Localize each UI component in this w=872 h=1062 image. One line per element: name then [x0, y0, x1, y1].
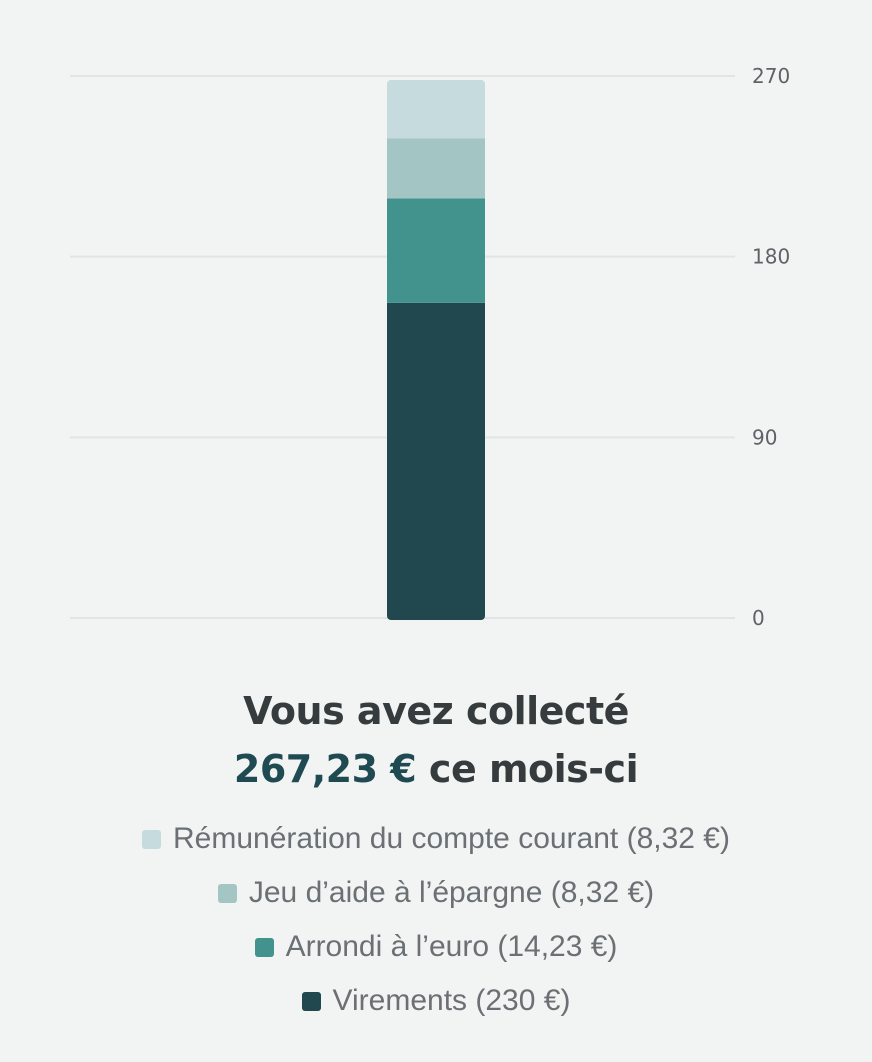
bar-segment: [387, 80, 485, 139]
stacked-bar-chart: 0 90 180 270: [70, 64, 790, 630]
summary-line-2-rest: ce mois-ci: [416, 747, 639, 791]
summary-line-2: 267,23 € ce mois-ci: [0, 740, 872, 798]
bar-segment: [387, 198, 485, 303]
legend-item: Virements (230 €): [0, 974, 872, 1028]
bar-segment: [387, 302, 485, 620]
legend-swatch: [301, 991, 321, 1011]
legend-label: Arrondi à l’euro (14,23 €): [285, 930, 618, 963]
summary-line-1: Vous avez collecté: [243, 689, 629, 733]
y-tick-label: 90: [752, 425, 777, 449]
chart-bar-stack: [387, 80, 485, 620]
chart-legend: Rémunération du compte courant (8,32 €) …: [0, 812, 872, 1028]
legend-swatch: [254, 937, 274, 957]
collection-summary: Vous avez collecté 267,23 € ce mois-ci: [0, 682, 872, 798]
legend-swatch: [217, 883, 237, 903]
legend-item: Arrondi à l’euro (14,23 €): [0, 920, 872, 974]
legend-label: Virements (230 €): [332, 984, 571, 1017]
bar-stack: [387, 80, 485, 620]
y-axis-ticks: 0 90 180 270: [752, 64, 790, 630]
y-tick-label: 270: [752, 64, 790, 88]
y-tick-label: 180: [752, 245, 790, 269]
y-tick-label: 0: [752, 606, 765, 630]
legend-swatch: [142, 829, 161, 849]
bar-segment: [387, 138, 485, 199]
legend-item: Jeu d’aide à l’épargne (8,32 €): [0, 866, 872, 920]
legend-item: Rémunération du compte courant (8,32 €): [0, 812, 872, 866]
legend-label: Jeu d’aide à l’épargne (8,32 €): [248, 876, 655, 909]
legend-label: Rémunération du compte courant (8,32 €): [173, 822, 730, 855]
collected-amount: 267,23 €: [233, 747, 417, 791]
